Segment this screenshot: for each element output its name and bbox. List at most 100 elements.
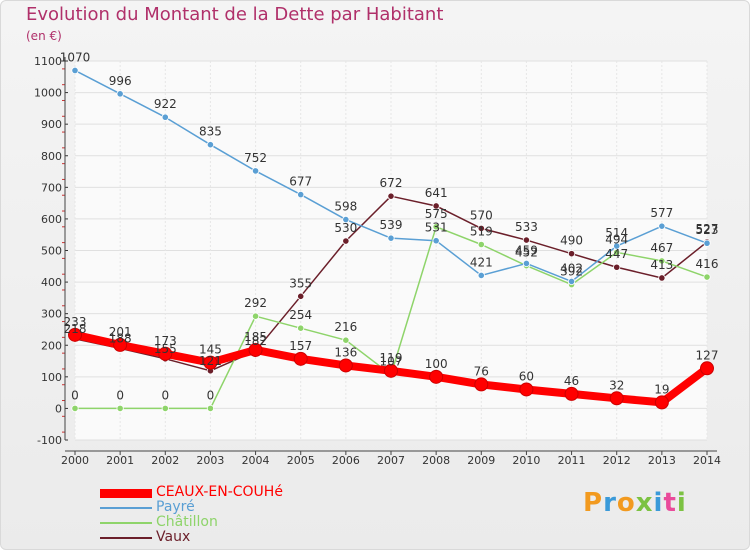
- logo-letter: x: [635, 488, 654, 518]
- data-label: 835: [199, 125, 222, 139]
- data-label: 413: [650, 258, 673, 272]
- x-tick-label: 2010: [512, 454, 540, 467]
- data-label: 188: [109, 331, 132, 345]
- legend-item-payre: Payré: [100, 499, 340, 516]
- data-point: [384, 363, 398, 378]
- data-point: [342, 336, 350, 344]
- data-point: [297, 324, 305, 332]
- chart-title: Evolution du Montant de la Dette par Hab…: [26, 4, 444, 25]
- data-label: 677: [289, 175, 312, 189]
- y-tick-label: 0: [55, 402, 62, 415]
- data-labels: 355 530 672 641 570 533 490 447 413 527 0 0 0 0 292 254…: [60, 50, 719, 402]
- legend-swatch-ceaux: [100, 489, 152, 498]
- data-label: 402: [560, 261, 583, 275]
- data-label: 119: [380, 351, 403, 365]
- data-point: [519, 382, 534, 397]
- data-label: 447: [605, 247, 628, 261]
- legend-label-ceaux: CEAUX-EN-COUHé: [156, 484, 283, 500]
- data-point: [658, 274, 666, 282]
- data-label: 467: [650, 241, 673, 255]
- data-point: [293, 351, 308, 366]
- x-tick-label: 2003: [196, 454, 224, 467]
- data-label: 533: [515, 220, 538, 234]
- legend-item-chatillon: Châtillon: [100, 514, 340, 531]
- data-label: 1070: [60, 50, 91, 64]
- x-tick-label: 2006: [332, 454, 360, 467]
- data-point: [297, 292, 305, 300]
- data-point: [113, 337, 128, 352]
- proxiti-logo: Proxiti: [583, 488, 687, 518]
- data-label: 0: [116, 388, 124, 402]
- data-point: [248, 342, 263, 357]
- series-2: [71, 66, 711, 286]
- data-point: [342, 237, 350, 245]
- data-point: [609, 391, 624, 406]
- legend-swatch-vaux: [100, 537, 152, 539]
- logo-letter: P: [583, 488, 604, 518]
- data-label: 752: [244, 151, 267, 165]
- legend-label-chatillon: Châtillon: [156, 514, 218, 530]
- data-label: 155: [154, 342, 177, 356]
- data-point: [161, 404, 169, 413]
- logo-letter: i: [676, 488, 687, 518]
- y-tick-label: 700: [41, 181, 62, 194]
- data-label: 494: [605, 232, 628, 246]
- data-label: 922: [154, 97, 177, 111]
- data-point: [71, 66, 79, 75]
- data-label: 76: [474, 364, 489, 378]
- data-label: 136: [334, 345, 357, 359]
- legend-item-vaux: Vaux: [100, 529, 340, 546]
- data-label: 216: [334, 320, 357, 334]
- data-point: [342, 215, 350, 224]
- data-point: [116, 404, 124, 413]
- data-label: 672: [380, 176, 403, 190]
- data-label: 531: [425, 221, 448, 235]
- data-label: 570: [470, 208, 493, 222]
- data-point: [477, 224, 485, 232]
- data-point: [613, 263, 621, 271]
- logo-letter: i: [653, 488, 664, 518]
- y-tick-label: 200: [41, 339, 62, 352]
- data-label: 0: [161, 388, 169, 402]
- legend-swatch-payre: [100, 507, 152, 509]
- data-point: [206, 404, 215, 413]
- data-label: 577: [650, 206, 673, 220]
- data-label: 157: [289, 339, 312, 353]
- data-label: 598: [334, 200, 357, 214]
- data-point: [564, 386, 579, 401]
- legend-label-payre: Payré: [156, 499, 195, 515]
- data-point: [251, 167, 260, 175]
- data-label: 421: [470, 255, 493, 269]
- y-tick-label: 1100: [34, 55, 62, 68]
- data-point: [658, 222, 666, 230]
- data-label: 127: [696, 348, 719, 362]
- logo-letter: o: [616, 488, 636, 518]
- data-point: [432, 237, 440, 245]
- series-lines: [68, 66, 714, 413]
- data-label: 60: [519, 369, 534, 383]
- data-point: [567, 250, 576, 258]
- data-label: 523: [696, 223, 719, 237]
- data-label: 514: [605, 226, 628, 240]
- data-label: 641: [425, 186, 448, 200]
- data-label: 452: [515, 246, 538, 260]
- logo-letter: r: [603, 488, 617, 518]
- data-label: 459: [515, 243, 538, 257]
- data-point: [700, 361, 714, 376]
- x-tick-label: 2000: [61, 454, 89, 467]
- y-tick-label: 1000: [34, 87, 62, 100]
- data-point: [203, 355, 218, 370]
- y-tick-label: 800: [41, 150, 62, 163]
- x-tick-label: 2001: [106, 454, 134, 467]
- logo-letter: t: [663, 488, 677, 518]
- data-label: 233: [64, 315, 87, 329]
- data-label: 100: [425, 357, 448, 371]
- data-point: [429, 369, 444, 384]
- data-label: 19: [654, 382, 669, 396]
- data-label: 416: [696, 257, 719, 271]
- data-point: [206, 141, 215, 149]
- data-point: [522, 236, 531, 244]
- data-label: 173: [154, 334, 177, 348]
- data-point: [432, 202, 440, 210]
